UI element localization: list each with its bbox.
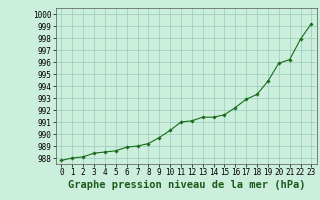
X-axis label: Graphe pression niveau de la mer (hPa): Graphe pression niveau de la mer (hPa): [68, 180, 305, 190]
